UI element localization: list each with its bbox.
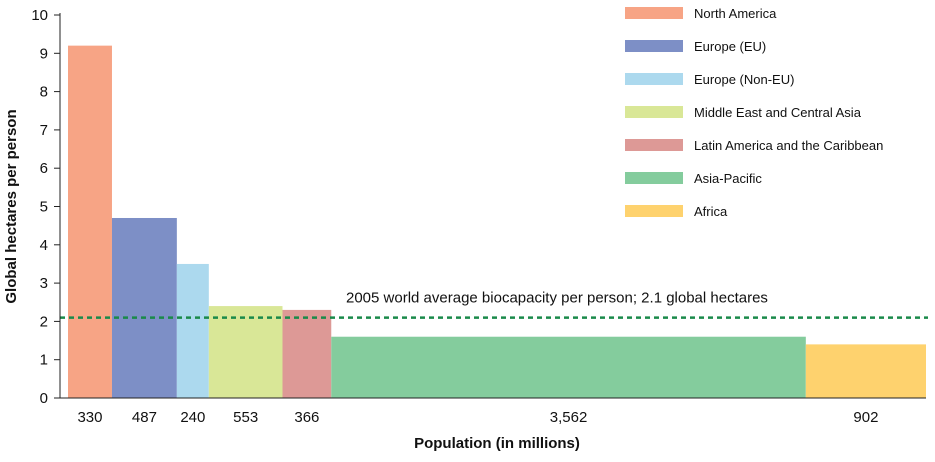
legend: North America Europe (EU) Europe (Non-EU) M… [625,6,883,219]
bar-6 [331,336,806,398]
legend-label: Africa [694,204,728,219]
x-axis-title: Population (in millions) [414,435,580,452]
legend-swatch [625,172,683,184]
bar-1 [68,45,112,398]
x-width-label: 240 [180,409,205,426]
y-axis: 0 1 2 3 4 5 6 7 8 9 10 [31,7,61,407]
x-width-label: 366 [294,409,319,426]
y-tick-label: 1 [40,352,48,369]
x-width-label: 487 [132,409,157,426]
legend-label: Europe (EU) [694,39,766,54]
x-width-label: 902 [853,409,878,426]
reference-line-label: 2005 world average biocapacity per perso… [346,290,768,307]
y-tick-label: 3 [40,275,48,292]
y-tick-label: 2 [40,313,48,330]
legend-swatch [625,106,683,118]
bar-4 [208,306,283,398]
legend-swatch [625,205,683,217]
y-axis-title: Global hectares per person [3,109,20,303]
x-width-label: 553 [233,409,258,426]
y-tick-label: 5 [40,199,48,216]
bars-group [68,45,926,398]
y-tick-label: 6 [40,160,48,177]
legend-label: Europe (Non-EU) [694,72,794,87]
bar-5 [282,309,332,398]
legend-swatch [625,139,683,151]
y-tick-label: 10 [31,7,48,24]
y-tick-label: 8 [40,84,48,101]
bar-2 [111,217,177,398]
bar-7 [805,344,926,398]
x-axis: 330 487 240 553 366 3,562 902 [60,397,926,426]
x-width-label: 3,562 [550,409,588,426]
y-tick-label: 9 [40,45,48,62]
bar-3 [176,263,209,398]
legend-swatch [625,7,683,19]
legend-label: Asia-Pacific [694,171,762,186]
y-tick-label: 4 [40,237,48,254]
legend-swatch [625,40,683,52]
legend-label: North America [694,6,777,21]
y-tick-label: 0 [40,390,48,407]
x-width-label: 330 [77,409,102,426]
legend-label: Middle East and Central Asia [694,105,862,120]
legend-label: Latin America and the Caribbean [694,138,883,153]
y-tick-label: 7 [40,122,48,139]
legend-swatch [625,73,683,85]
